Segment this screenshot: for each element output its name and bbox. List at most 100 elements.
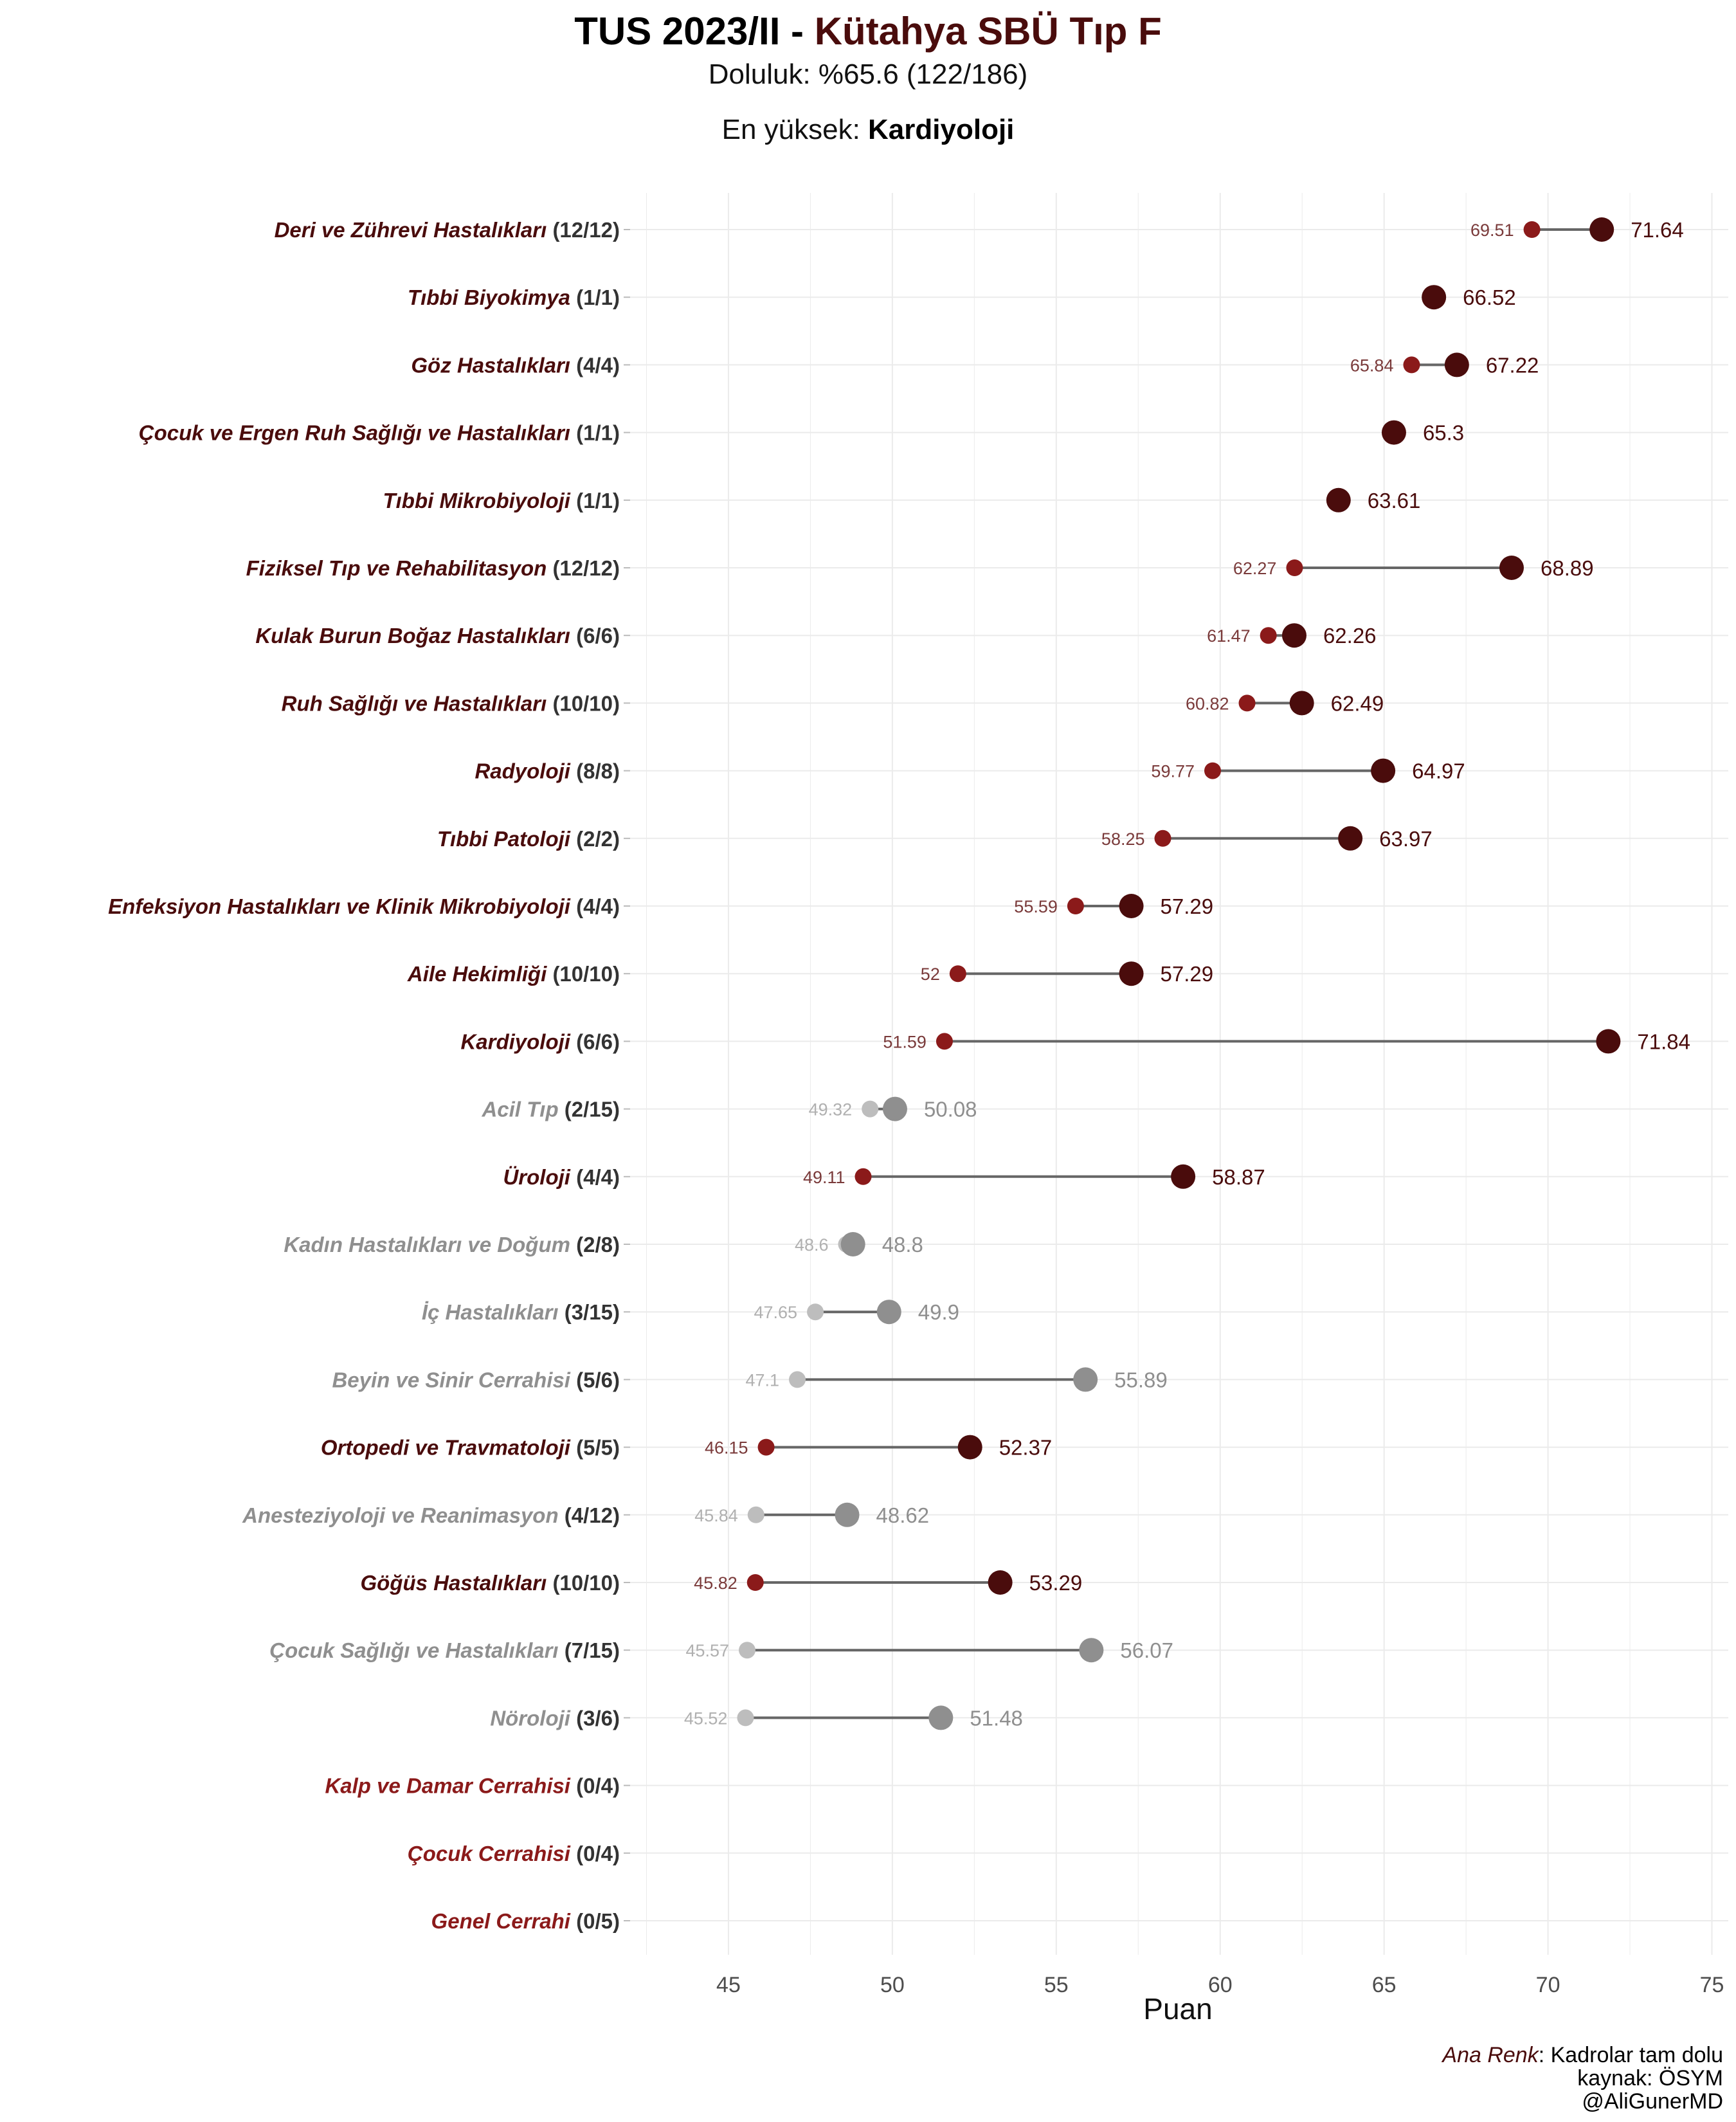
max-point <box>840 1232 865 1256</box>
max-point <box>1119 961 1144 986</box>
max-point <box>1326 487 1351 512</box>
row-count: (1/1) <box>576 489 620 512</box>
row-count: (4/12) <box>565 1503 620 1527</box>
chart-row: Deri ve Zührevi Hastalıkları (12/12) 69.5… <box>275 217 1684 242</box>
row-count: (0/4) <box>576 1842 620 1865</box>
min-value-label: 49.32 <box>809 1100 853 1120</box>
row-label: Kalp ve Damar Cerrahisi (0/4) <box>325 1774 620 1798</box>
max-value-label: 68.89 <box>1541 556 1594 580</box>
chart-row: Çocuk ve Ergen Ruh Sağlığı ve Hastalıkla… <box>139 420 1464 445</box>
min-value-label: 46.15 <box>705 1438 748 1458</box>
row-label: Tıbbi Biyokimya (1/1) <box>408 286 620 309</box>
row-count: (0/4) <box>576 1774 620 1798</box>
row-label: Anesteziyoloji ve Reanimasyon (4/12) <box>242 1503 620 1527</box>
chart-rows: Deri ve Zührevi Hastalıkları (12/12) 69.5… <box>108 217 1690 1933</box>
row-count: (1/1) <box>576 286 620 309</box>
row-label: Fiziksel Tıp ve Rehabilitasyon (12/12) <box>246 556 620 580</box>
max-value-label: 57.29 <box>1161 894 1214 918</box>
x-tick-label: 45 <box>716 1973 741 1997</box>
row-label: Çocuk Sağlığı ve Hastalıkları (7/15) <box>269 1638 620 1662</box>
highlight-value: Kardiyoloji <box>868 114 1015 145</box>
row-name: Enfeksiyon Hastalıkları ve Klinik Mikrob… <box>108 894 576 918</box>
chart-row: Radyoloji (8/8) 59.77 64.97 <box>475 758 1465 783</box>
row-name: Tıbbi Biyokimya <box>408 286 576 309</box>
row-label: Tıbbi Patoloji (2/2) <box>437 827 620 851</box>
max-point <box>1422 285 1447 310</box>
row-count: (5/6) <box>576 1368 620 1392</box>
caption-source: kaynak: ÖSYM <box>1577 2066 1723 2090</box>
caption-legend-text: : Kadrolar tam dolu <box>1538 2043 1723 2067</box>
min-value-label: 55.59 <box>1014 897 1058 916</box>
max-point <box>876 1300 901 1325</box>
highlight-label: En yüksek: <box>721 114 869 145</box>
row-label: Göğüs Hastalıkları (10/10) <box>361 1571 620 1595</box>
chart-row: Kardiyoloji (6/6) 51.59 71.84 <box>460 1029 1690 1054</box>
max-value-label: 49.9 <box>918 1300 959 1324</box>
row-name: Aile Hekimliği <box>407 962 553 986</box>
chart-row: Üroloji (4/4) 49.11 58.87 <box>503 1164 1265 1189</box>
min-value-label: 58.25 <box>1101 830 1145 849</box>
min-point <box>936 1033 953 1050</box>
max-value-label: 48.8 <box>882 1233 923 1256</box>
min-value-label: 45.52 <box>684 1709 728 1728</box>
row-label: Çocuk Cerrahisi (0/4) <box>408 1842 620 1865</box>
max-value-label: 57.29 <box>1161 962 1214 986</box>
chart-row: Nöroloji (3/6) 45.52 51.48 <box>490 1705 1023 1730</box>
row-label: Kardiyoloji (6/6) <box>460 1029 620 1053</box>
max-value-label: 71.84 <box>1637 1029 1690 1053</box>
row-name: İç Hastalıkları <box>422 1300 565 1324</box>
max-point <box>1371 758 1396 783</box>
min-point <box>1286 559 1303 576</box>
caption-legend: Ana Renk: Kadrolar tam dolu <box>1442 2044 1723 2067</box>
row-count: (4/4) <box>576 353 620 377</box>
row-name: Beyin ve Sinir Cerrahisi <box>332 1368 576 1392</box>
row-name: Ortopedi ve Travmatoloji <box>321 1436 576 1460</box>
chart-row: Kulak Burun Boğaz Hastalıkları (6/6) 61.4… <box>255 623 1377 648</box>
chart-row: Beyin ve Sinir Cerrahisi (5/6) 47.1 55.89 <box>332 1367 1168 1392</box>
max-point <box>1338 826 1363 851</box>
row-label: Aile Hekimliği (10/10) <box>407 962 620 986</box>
min-point <box>862 1100 879 1118</box>
max-value-label: 63.97 <box>1379 827 1433 851</box>
x-tick-label: 50 <box>880 1973 905 1997</box>
min-point <box>747 1506 764 1523</box>
min-value-label: 62.27 <box>1233 559 1277 578</box>
row-name: Ruh Sağlığı ve Hastalıkları <box>282 691 553 715</box>
min-value-label: 65.84 <box>1350 356 1394 375</box>
row-name: Göğüs Hastalıkları <box>361 1571 553 1595</box>
chart-title-prefix: TUS 2023/II - <box>574 10 815 53</box>
row-label: Beyin ve Sinir Cerrahisi (5/6) <box>332 1368 620 1392</box>
row-count: (6/6) <box>576 624 620 648</box>
max-value-label: 55.89 <box>1114 1368 1168 1392</box>
row-count: (4/4) <box>576 1165 620 1189</box>
x-tick-label: 70 <box>1536 1973 1560 1997</box>
max-point <box>1073 1367 1098 1392</box>
max-value-label: 63.61 <box>1368 489 1421 512</box>
row-name: Tıbbi Mikrobiyoloji <box>383 489 576 512</box>
x-tick-label: 55 <box>1044 1973 1069 1997</box>
chart-row: Aile Hekimliği (10/10) 52 57.29 <box>407 961 1213 986</box>
row-name: Nöroloji <box>490 1706 576 1730</box>
chart-row: Kadın Hastalıkları ve Doğum (2/8) 48.6 48.… <box>284 1232 923 1256</box>
caption-legend-key: Ana Renk <box>1442 2043 1539 2067</box>
min-value-label: 61.47 <box>1207 626 1251 646</box>
row-name: Çocuk Cerrahisi <box>408 1842 576 1865</box>
row-name: Kulak Burun Boğaz Hastalıkları <box>255 624 576 648</box>
row-count: (2/8) <box>576 1233 620 1256</box>
min-point <box>757 1438 775 1456</box>
row-count: (7/15) <box>565 1638 620 1662</box>
max-value-label: 48.62 <box>876 1503 930 1527</box>
row-name: Anesteziyoloji ve Reanimasyon <box>242 1503 565 1527</box>
x-tick-label: 75 <box>1700 1973 1724 1997</box>
min-value-label: 59.77 <box>1151 762 1195 781</box>
max-point <box>1589 217 1614 242</box>
max-value-label: 66.52 <box>1463 286 1516 309</box>
min-point <box>949 965 966 983</box>
max-point <box>1119 894 1144 918</box>
row-label: Kadın Hastalıkları ve Doğum (2/8) <box>284 1233 620 1256</box>
row-name: Kalp ve Damar Cerrahisi <box>325 1774 576 1798</box>
chart-caption: Ana Renk: Kadrolar tam dolu kaynak: ÖSYM… <box>1442 2044 1723 2113</box>
row-name: Acil Tıp <box>481 1098 564 1121</box>
max-value-label: 71.64 <box>1631 218 1684 242</box>
max-point <box>928 1705 954 1730</box>
